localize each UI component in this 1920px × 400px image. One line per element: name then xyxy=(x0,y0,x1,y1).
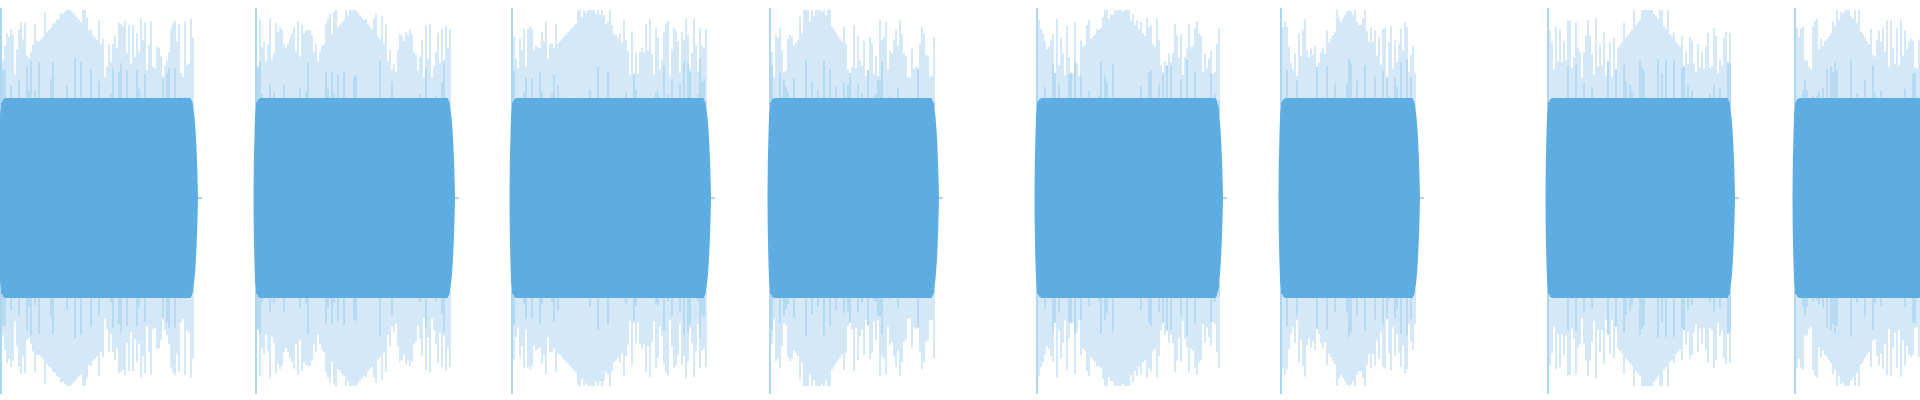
waveform-core xyxy=(1792,98,1920,298)
waveform-core xyxy=(767,98,939,298)
waveform-core xyxy=(253,98,455,298)
waveform-core xyxy=(1278,98,1420,298)
waveform-core xyxy=(1034,98,1223,298)
waveform-core xyxy=(1545,98,1735,298)
waveform-core xyxy=(0,98,198,298)
waveform-core xyxy=(509,98,711,298)
